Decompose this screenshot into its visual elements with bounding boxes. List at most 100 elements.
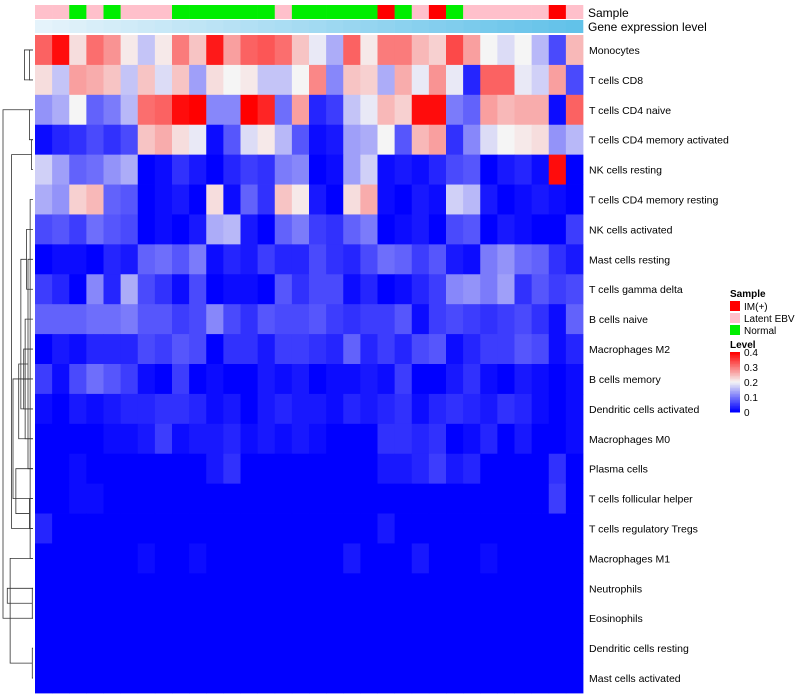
heatmap-cell [223,393,241,425]
heatmap-cell [428,35,447,66]
heatmap-cell [223,64,241,96]
heatmap-cell [480,423,498,455]
heatmap-cell [103,513,122,544]
heatmap-cell [69,184,87,215]
heatmap-cell [257,543,276,574]
heatmap-cell [172,214,190,245]
heatmap-cell [52,663,70,694]
heatmap-cell [172,35,190,66]
sample-annotation-cell [531,5,550,19]
heatmap-cell [291,274,310,305]
heatmap-cell [120,64,139,96]
heatmap-cell [274,244,293,275]
heatmap-cell [394,274,413,305]
heatmap-cell [446,543,464,574]
heatmap-cell [35,364,53,395]
heatmap-cell [360,543,378,574]
heatmap-cell [52,244,70,275]
heatmap-cell [52,393,70,425]
heatmap-cell [565,663,584,694]
heatmap-cell [103,573,122,604]
heatmap-cell [257,184,276,215]
expression-annotation-cell [69,20,87,33]
heatmap-cell [531,94,550,126]
heatmap-cell [548,364,567,395]
heatmap-cell [257,35,276,66]
dendrogram-branch [24,49,33,81]
dendrogram-branch [29,109,33,141]
heatmap-cell [377,513,396,544]
heatmap-cell [428,214,447,245]
heatmap-cell [446,94,464,126]
heatmap-cell [514,35,533,66]
heatmap-cell [497,124,515,156]
heatmap-cell [480,453,498,485]
heatmap-cell [326,663,344,694]
dendrogram-branch [31,139,33,170]
heatmap-cell [497,244,515,275]
heatmap-cell [480,304,498,335]
legend-level-tick: 0.1 [744,393,758,404]
heatmap-cell [274,214,293,245]
heatmap-cell [137,364,156,395]
heatmap-cell [411,573,430,604]
heatmap-cell [120,423,139,455]
heatmap-cell [446,274,464,305]
heatmap-cell [137,483,156,514]
legend-level-gradient-step [730,365,740,368]
heatmap-cell [86,364,104,395]
heatmap-cell [206,453,224,485]
heatmap-cell [35,94,53,126]
heatmap-cell [326,393,344,425]
heatmap-cell [103,64,122,96]
heatmap-cell [86,274,104,305]
heatmap-cell [514,633,533,664]
heatmap-cell [257,94,276,126]
heatmap-cell [565,513,584,544]
dendrogram-branch [2,109,33,619]
heatmap-cell [411,423,430,455]
heatmap-cell [531,483,550,514]
row-label: T cells CD4 memory resting [589,195,718,207]
heatmap-cell [360,483,378,514]
heatmap-cell [69,334,87,365]
sample-annotation-cell [565,5,584,19]
heatmap-cell [86,184,104,215]
heatmap-cell [274,663,293,694]
heatmap-cell [189,573,207,604]
legend-level-tick: 0.4 [744,348,758,359]
heatmap-cell [428,184,447,215]
heatmap-cell [189,214,207,245]
heatmap-cell [257,423,276,455]
heatmap-cell [154,64,173,96]
sample-annotation-cell [257,5,276,19]
heatmap-cell [343,334,361,365]
heatmap-cell [274,274,293,305]
heatmap-cell [291,334,310,365]
heatmap-cell [206,124,224,156]
heatmap-cell [480,244,498,275]
legend-level-gradient-step [730,353,740,356]
sample-annotation-cell [326,5,344,19]
heatmap-cell [377,364,396,395]
legend-level-gradient-step [730,368,740,371]
heatmap-cell [377,603,396,634]
legend-level-tick: 0.3 [744,363,758,374]
heatmap-cell [52,423,70,455]
heatmap-cell [394,364,413,395]
heatmap-cell [463,124,481,156]
heatmap-cell [411,94,430,126]
heatmap-cell [565,304,584,335]
heatmap-cell [86,154,104,185]
heatmap-cell [291,154,310,185]
heatmap-cell [446,35,464,66]
heatmap-cell [86,334,104,365]
heatmap-cell [463,244,481,275]
heatmap-cell [446,334,464,365]
legend-level-gradient-step [730,377,740,380]
heatmap-cell [137,274,156,305]
heatmap-cell [120,35,139,66]
heatmap-cell [240,304,259,335]
legend-level-gradient-step [730,379,740,381]
